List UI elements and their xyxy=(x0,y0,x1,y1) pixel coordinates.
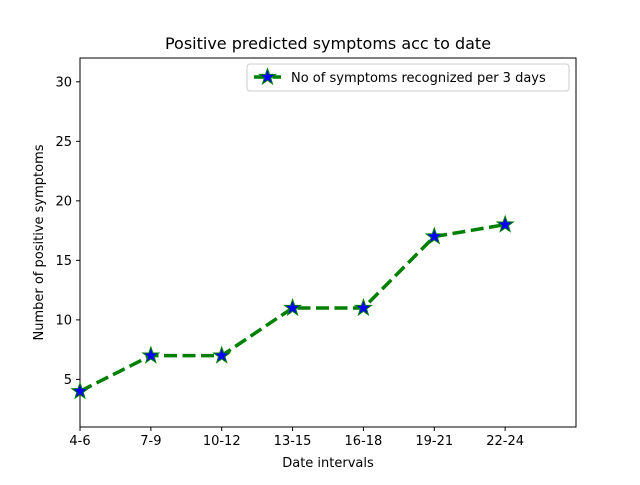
x-tick-label: 10-12 xyxy=(203,434,241,449)
y-axis-ticks: 5 10 15 20 25 30 xyxy=(55,75,80,388)
data-point-star xyxy=(424,226,444,245)
legend-star-marker xyxy=(257,66,278,86)
y-axis-label: Number of positive symptoms xyxy=(32,144,47,340)
x-tick-label: 22-24 xyxy=(486,434,524,449)
x-tick-label: 16-18 xyxy=(345,434,383,449)
y-tick-label: 5 xyxy=(64,373,72,388)
y-tick-label: 20 xyxy=(55,194,72,209)
y-tick-label: 10 xyxy=(55,313,72,328)
data-point-star xyxy=(212,345,232,364)
x-axis-ticks: 4-6 7-9 10-12 13-15 16-18 19-21 22-24 xyxy=(69,427,524,449)
y-tick-label: 25 xyxy=(55,135,72,150)
series-layer xyxy=(70,214,515,400)
plot-area xyxy=(79,57,577,428)
x-tick-label: 4-6 xyxy=(69,434,90,449)
data-point-star xyxy=(141,345,161,364)
x-axis-label: Date intervals xyxy=(282,456,374,471)
y-tick-label: 15 xyxy=(55,254,72,269)
data-point-star xyxy=(70,381,90,400)
legend-box xyxy=(246,63,570,92)
data-point-star xyxy=(353,297,373,317)
legend: No of symptoms recognized per 3 days xyxy=(246,63,570,92)
x-tick-label: 13-15 xyxy=(274,434,312,449)
x-tick-label: 7-9 xyxy=(140,434,161,449)
data-point-star xyxy=(283,297,303,317)
x-tick-label: 19-21 xyxy=(415,434,453,449)
chart-title: Positive predicted symptoms acc to date xyxy=(165,34,491,53)
data-point-star xyxy=(495,214,515,233)
legend-label: No of symptoms recognized per 3 days xyxy=(291,71,546,86)
y-tick-label: 30 xyxy=(55,75,72,90)
